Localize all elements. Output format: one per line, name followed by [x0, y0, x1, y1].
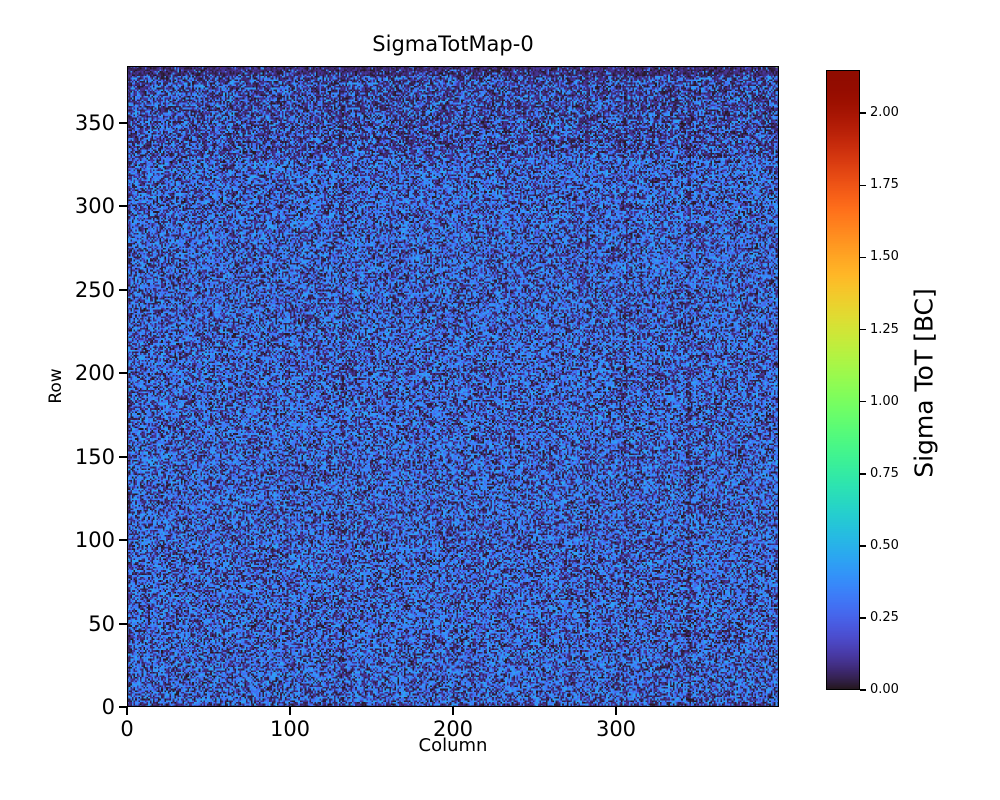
y-tick-label: 100 [74, 528, 115, 553]
x-tick-mark [452, 707, 454, 715]
colorbar-tick-label: 1.75 [870, 177, 899, 193]
colorbar-tick-mark [860, 328, 866, 331]
y-tick-mark [119, 539, 127, 542]
y-tick-label: 300 [74, 194, 115, 219]
y-tick-mark [119, 121, 127, 124]
colorbar-tick-mark [860, 545, 866, 547]
y-tick-mark [119, 288, 127, 291]
colorbar-tick-label: 0.75 [870, 465, 899, 481]
colorbar-tick-label: 0.25 [870, 609, 899, 625]
colorbar-tick-mark [860, 400, 866, 403]
y-tick-mark [119, 455, 127, 458]
x-tick-label: 100 [269, 717, 311, 741]
colorbar-tick-mark [860, 256, 866, 259]
x-tick-mark [289, 707, 291, 715]
x-axis-label: Column [418, 735, 488, 756]
colorbar-tick-label: 0.00 [870, 682, 899, 697]
colorbar-tick-mark [860, 112, 866, 115]
x-tick-mark [615, 707, 617, 715]
x-tick-label: 0 [120, 717, 134, 741]
y-tick-mark [119, 622, 127, 625]
y-tick-mark [119, 706, 127, 708]
heatmap-canvas [127, 66, 779, 707]
colorbar-tick-mark [860, 184, 866, 187]
y-tick-label: 350 [74, 110, 115, 135]
x-tick-label: 200 [432, 717, 474, 741]
chart-title: SigmaTotMap-0 [372, 32, 534, 56]
x-tick-mark [126, 707, 128, 715]
y-tick-label: 250 [74, 277, 115, 302]
y-tick-label: 200 [74, 361, 115, 386]
colorbar-tick-mark [860, 689, 866, 691]
y-tick-label: 0 [101, 695, 115, 719]
y-tick-mark [119, 372, 127, 375]
colorbar-tick-label: 1.00 [870, 393, 899, 409]
x-tick-label: 300 [595, 717, 637, 741]
colorbar-tick-mark [860, 472, 866, 475]
y-tick-label: 50 [88, 611, 115, 636]
colorbar-tick-label: 0.50 [870, 537, 899, 553]
colorbar-canvas [826, 70, 860, 690]
y-tick-label: 150 [74, 444, 115, 469]
colorbar-tick-label: 2.00 [870, 105, 899, 121]
colorbar-tick-mark [860, 617, 866, 619]
colorbar-tick-label: 1.50 [870, 249, 899, 265]
colorbar-label: Sigma ToT [BC] [909, 288, 939, 478]
colorbar-tick-label: 1.25 [870, 321, 899, 337]
y-tick-mark [119, 205, 127, 208]
